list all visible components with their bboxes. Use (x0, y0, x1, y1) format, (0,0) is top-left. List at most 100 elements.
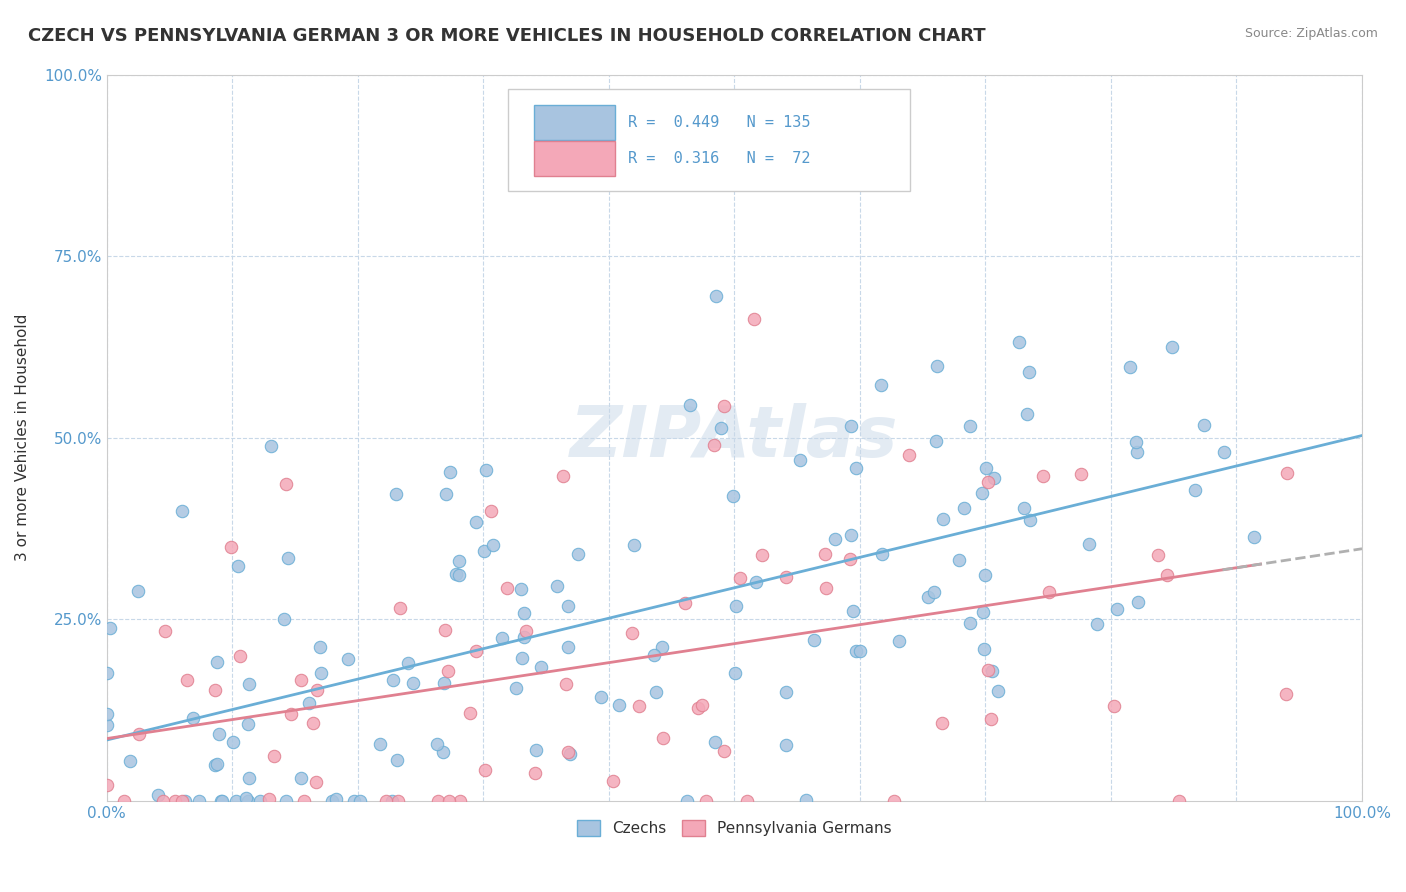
Czechs (174, 794, 197, 808)
Pennsylvania Germans (292, 794, 315, 808)
Pennsylvania Germans (112, 794, 135, 808)
Czechs (676, 794, 699, 808)
Czechs (607, 698, 630, 713)
Pennsylvania Germans (496, 581, 519, 595)
Czechs (449, 554, 471, 568)
Czechs (623, 538, 645, 552)
Czechs (889, 633, 911, 648)
Czechs (207, 727, 229, 741)
Czechs (557, 599, 579, 614)
Pennsylvania Germans (427, 794, 450, 808)
Pennsylvania Germans (980, 712, 1002, 726)
Czechs (209, 794, 232, 808)
Czechs (1184, 483, 1206, 497)
Pennsylvania Germans (449, 794, 471, 808)
Pennsylvania Germans (474, 763, 496, 777)
Czechs (983, 471, 1005, 485)
Pennsylvania Germans (307, 683, 329, 698)
Pennsylvania Germans (602, 774, 624, 789)
Czechs (96, 707, 118, 722)
Czechs (530, 659, 553, 673)
Pennsylvania Germans (713, 399, 735, 413)
Pennsylvania Germans (301, 716, 323, 731)
Czechs (127, 584, 149, 599)
Czechs (1012, 500, 1035, 515)
Czechs (1125, 444, 1147, 458)
Pennsylvania Germans (1275, 466, 1298, 480)
Czechs (803, 633, 825, 648)
Text: CZECH VS PENNSYLVANIA GERMAN 3 OR MORE VEHICLES IN HOUSEHOLD CORRELATION CHART: CZECH VS PENNSYLVANIA GERMAN 3 OR MORE V… (28, 27, 986, 45)
Czechs (120, 754, 142, 768)
Czechs (925, 434, 948, 448)
Czechs (100, 621, 122, 635)
Pennsylvania Germans (673, 597, 696, 611)
Pennsylvania Germans (229, 649, 252, 664)
Czechs (974, 461, 997, 475)
Pennsylvania Germans (735, 794, 758, 808)
Pennsylvania Germans (479, 504, 502, 518)
Czechs (482, 539, 505, 553)
Czechs (238, 772, 260, 786)
Czechs (172, 504, 194, 518)
Czechs (970, 486, 993, 500)
Czechs (651, 640, 673, 654)
Czechs (321, 794, 343, 808)
Pennsylvania Germans (977, 663, 1000, 677)
Czechs (96, 666, 118, 681)
Pennsylvania Germans (839, 551, 862, 566)
Czechs (1161, 340, 1184, 354)
Czechs (235, 790, 257, 805)
Czechs (987, 684, 1010, 698)
Czechs (560, 747, 582, 761)
Czechs (724, 666, 747, 681)
Czechs (425, 737, 447, 751)
Pennsylvania Germans (96, 778, 118, 792)
Pennsylvania Germans (263, 748, 285, 763)
Pennsylvania Germans (1156, 567, 1178, 582)
Czechs (181, 711, 204, 725)
Czechs (948, 553, 970, 567)
Czechs (368, 737, 391, 751)
Czechs (349, 794, 371, 808)
Czechs (474, 463, 496, 477)
Pennsylvania Germans (436, 664, 458, 678)
Czechs (824, 532, 846, 546)
Czechs (1018, 513, 1040, 527)
Pennsylvania Germans (1146, 548, 1168, 562)
Czechs (298, 697, 321, 711)
Czechs (509, 582, 531, 596)
Czechs (276, 794, 298, 808)
Pennsylvania Germans (1168, 794, 1191, 808)
Pennsylvania Germans (388, 601, 411, 615)
Pennsylvania Germans (524, 766, 547, 780)
Pennsylvania Germans (620, 626, 643, 640)
Y-axis label: 3 or more Vehicles in Household: 3 or more Vehicles in Household (15, 314, 30, 561)
Czechs (775, 685, 797, 699)
Pennsylvania Germans (695, 794, 717, 808)
Czechs (238, 676, 260, 690)
Czechs (589, 690, 612, 704)
Czechs (1018, 365, 1040, 379)
Legend: Czechs, Pennsylvania Germans: Czechs, Pennsylvania Germans (569, 813, 900, 844)
Pennsylvania Germans (437, 794, 460, 808)
Czechs (1126, 594, 1149, 608)
Czechs (959, 419, 981, 434)
Text: R =  0.449   N = 135: R = 0.449 N = 135 (627, 115, 810, 130)
Czechs (513, 606, 536, 620)
Czechs (512, 630, 534, 644)
Czechs (849, 644, 872, 658)
Pennsylvania Germans (515, 624, 537, 638)
Czechs (1243, 531, 1265, 545)
Pennsylvania Germans (627, 699, 650, 714)
Pennsylvania Germans (276, 477, 298, 491)
FancyBboxPatch shape (533, 105, 616, 140)
Czechs (236, 794, 259, 808)
Pennsylvania Germans (976, 475, 998, 489)
Czechs (1008, 335, 1031, 350)
Czechs (557, 640, 579, 654)
Czechs (1125, 434, 1147, 449)
Czechs (402, 676, 425, 690)
Czechs (1119, 359, 1142, 374)
Pennsylvania Germans (374, 794, 396, 808)
Czechs (1194, 418, 1216, 433)
